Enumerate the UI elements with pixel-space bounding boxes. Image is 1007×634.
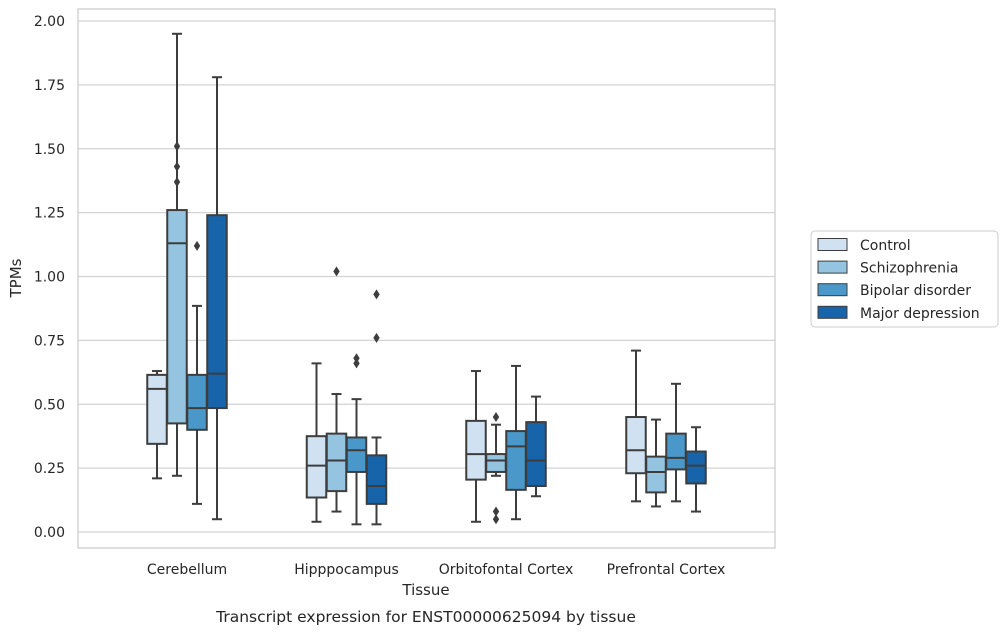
outlier-point	[492, 514, 500, 525]
y-tick-label: 2.00	[34, 14, 65, 30]
outlier-point	[353, 353, 360, 364]
legend-label: Major depression	[860, 306, 980, 322]
box	[485, 453, 507, 473]
legend-swatch	[817, 260, 848, 274]
box	[685, 450, 707, 485]
y-tick-label: 0.00	[34, 525, 65, 541]
box-group	[365, 289, 388, 526]
outlier-point	[373, 332, 380, 343]
outlier-point	[173, 141, 181, 152]
legend-swatch	[817, 238, 848, 251]
x-tick-labels: Cerebellum Hipppocampus Orbitofontal Corte…	[147, 562, 725, 578]
y-tick-label: 1.50	[34, 142, 65, 158]
box	[206, 214, 228, 410]
x-tick-label: Prefrontal Cortex	[607, 562, 726, 578]
chart-caption: Transcript expression for ENST0000062509…	[215, 608, 636, 626]
legend-swatch	[817, 305, 848, 319]
outlier-point	[353, 358, 360, 369]
box	[365, 454, 388, 505]
box-group	[305, 362, 328, 523]
box-group	[166, 32, 188, 477]
box-group	[345, 353, 368, 526]
outlier-point	[173, 161, 181, 172]
y-tick-label: 0.75	[34, 333, 65, 349]
y-axis-label: TPMs	[7, 258, 25, 298]
y-tick-label: 1.75	[34, 78, 65, 94]
box-group	[645, 418, 667, 508]
series-control	[146, 349, 647, 523]
y-tick-label: 0.50	[34, 397, 65, 413]
box	[166, 209, 188, 425]
series-bipolar-disorder	[186, 240, 687, 526]
outlier-point	[333, 266, 340, 277]
y-tick-label: 0.25	[34, 461, 65, 477]
box	[345, 436, 368, 473]
legend-label: Schizophrenia	[860, 261, 958, 277]
box	[146, 373, 168, 445]
box-group	[625, 349, 647, 503]
y-tick-label: 1.25	[34, 206, 65, 222]
box-group	[665, 382, 687, 503]
outlier-point	[492, 412, 500, 423]
legend-frame	[810, 230, 999, 328]
legend-label: Bipolar disorder	[860, 283, 971, 299]
box	[665, 432, 687, 471]
box-group	[206, 76, 228, 521]
outlier-point	[373, 289, 380, 300]
box	[505, 430, 527, 491]
x-tick-label: Hipppocampus	[294, 562, 399, 578]
outlier-point	[173, 176, 181, 187]
legend-label: Control	[860, 238, 911, 254]
outlier-point	[193, 240, 201, 251]
x-axis-label: Tissue	[401, 581, 449, 599]
box	[645, 455, 667, 494]
box-series	[146, 32, 707, 526]
series-schizophrenia	[166, 32, 667, 525]
series-major-depression	[206, 76, 707, 526]
box-group	[186, 240, 208, 505]
x-tick-label: Cerebellum	[147, 562, 227, 578]
outlier-point	[492, 506, 500, 517]
box	[186, 373, 208, 431]
box	[625, 416, 647, 475]
plot-frame	[77, 8, 776, 549]
box	[305, 435, 328, 499]
y-tick-labels: 0.00 0.25 0.50 0.75 1.00 1.25 1.50 1.75 2.00	[34, 14, 65, 541]
box-group	[685, 426, 707, 513]
box-group	[525, 395, 547, 498]
box	[465, 419, 487, 481]
y-tick-label: 1.00	[34, 270, 65, 286]
legend-swatch	[817, 283, 848, 297]
x-tick-label: Orbitofontal Cortex	[439, 562, 574, 578]
legend: Control Schizophrenia Bipolar disorder Majo…	[810, 230, 999, 328]
box-group	[465, 370, 487, 523]
box-group	[146, 370, 168, 480]
box	[325, 432, 348, 493]
box	[525, 421, 547, 488]
